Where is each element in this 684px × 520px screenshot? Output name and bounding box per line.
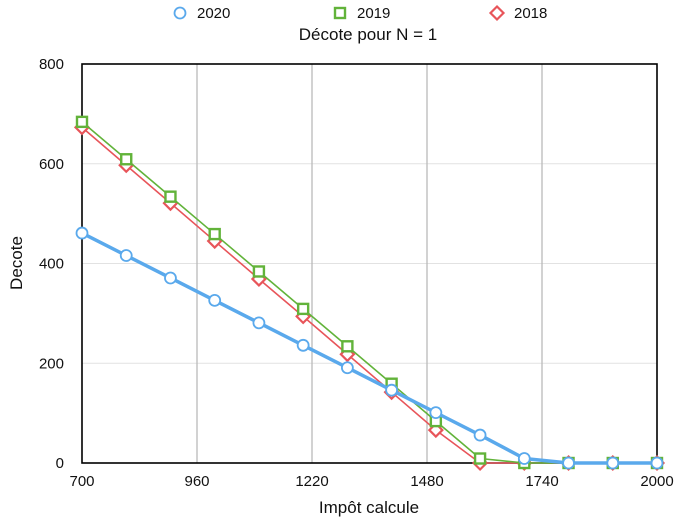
legend-item-2018: 2018 (488, 4, 547, 22)
y-tick-label: 200 (39, 355, 64, 372)
series-2020 (75, 226, 664, 470)
series-2018 (73, 119, 666, 472)
series-line-2020 (81, 231, 657, 465)
plot-frame (81, 63, 658, 464)
data-point-2020 (164, 271, 177, 285)
legend-marker-2018 (488, 4, 506, 22)
series-line-2018 (81, 126, 657, 464)
data-point-2020 (208, 294, 222, 307)
series-2019 (75, 115, 664, 470)
legend-item-2019: 2019 (333, 5, 390, 22)
series-layer (73, 115, 666, 472)
legend-item-2020: 2020 (173, 5, 230, 22)
data-point-2020 (385, 383, 399, 397)
data-point-2019 (252, 265, 266, 278)
data-point-2019 (75, 115, 89, 129)
data-point-2020 (75, 226, 89, 240)
series-line-2019 (81, 121, 657, 464)
data-point-2020 (296, 338, 310, 352)
grid (82, 64, 657, 463)
legend-marker-2020 (173, 6, 187, 20)
y-tick-label: 400 (39, 256, 64, 273)
data-point-2020 (429, 406, 443, 420)
data-point-2020 (340, 361, 354, 375)
y-axis-ticks: 0 200 400 600 800 (39, 56, 64, 472)
y-axis-title: Decote (7, 236, 26, 290)
legend-label: 2020 (197, 5, 230, 22)
data-point-2020 (562, 456, 575, 470)
y-tick-label: 0 (56, 455, 64, 472)
legend-marker-2019 (333, 6, 347, 20)
legend-label: 2019 (357, 5, 390, 22)
data-point-2019 (164, 190, 177, 203)
data-point-2020 (119, 249, 133, 262)
data-point-2020 (517, 452, 531, 465)
x-tick-label: 2000 (640, 473, 673, 490)
x-axis-title: Impôt calcule (319, 498, 419, 517)
data-point-2019 (296, 302, 310, 316)
chart-title: Décote pour N = 1 (299, 25, 437, 44)
x-tick-label: 1480 (410, 473, 443, 490)
x-tick-label: 1740 (525, 473, 558, 490)
x-axis-ticks: 700 960 1220 1480 1740 2000 (69, 473, 673, 490)
data-point-2019 (473, 452, 487, 465)
legend-label: 2018 (514, 5, 547, 22)
data-point-2020 (473, 428, 487, 442)
data-point-2020 (606, 456, 620, 470)
x-tick-label: 960 (184, 473, 209, 490)
data-point-2019 (120, 153, 133, 166)
x-tick-label: 700 (69, 473, 94, 490)
legend: 2020 2019 2018 (173, 4, 547, 22)
x-tick-label: 1220 (295, 473, 328, 490)
data-point-2020 (650, 456, 664, 470)
data-point-2019 (341, 340, 354, 353)
data-point-2019 (208, 227, 221, 241)
y-tick-label: 600 (39, 156, 64, 173)
y-tick-label: 800 (39, 56, 64, 73)
data-point-2020 (252, 316, 266, 330)
